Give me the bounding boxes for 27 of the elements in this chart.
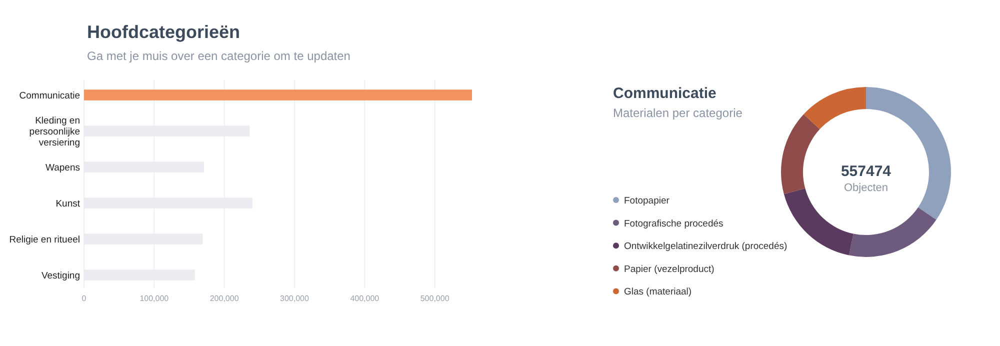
chart-subtitle: Ga met je muis over een categorie om te updaten bbox=[87, 49, 350, 63]
x-tick-label: 0 bbox=[82, 294, 87, 303]
legend-label: Ontwikkelgelatinezilverdruk (procedés) bbox=[624, 241, 788, 252]
donut-slice bbox=[781, 114, 820, 194]
y-tick-label: Kunst bbox=[56, 198, 80, 210]
x-tick-label: 100,000 bbox=[140, 294, 170, 303]
text: 557474 bbox=[840, 163, 892, 180]
y-tick-label: Kleding en persoonlijke versiering bbox=[29, 116, 80, 148]
text: Materialen per categorie bbox=[613, 106, 743, 120]
legend-label: Fotopapier bbox=[624, 196, 670, 206]
legend-label: Papier (vezelproduct) bbox=[624, 264, 714, 275]
y-tick-label: Communicatie bbox=[19, 90, 80, 102]
legend-label: Fotografische procedés bbox=[624, 218, 724, 230]
x-tick-label: 400,000 bbox=[350, 294, 380, 303]
y-tick-label: Vestiging bbox=[41, 270, 80, 282]
donut-slice bbox=[804, 87, 866, 130]
legend-label: Glas (materiaal) bbox=[624, 286, 692, 298]
text: Objecten bbox=[844, 182, 888, 194]
donut-slice bbox=[849, 207, 936, 257]
y-tick-label: Religie en ritueel bbox=[9, 234, 80, 246]
chart-title: Hoofdcategorieën bbox=[87, 22, 240, 42]
x-tick-label: 200,000 bbox=[210, 294, 240, 303]
x-tick-label: 500,000 bbox=[420, 294, 450, 303]
bar bbox=[84, 90, 472, 100]
y-tick-label: Wapens bbox=[46, 162, 80, 174]
x-tick-label: 300,000 bbox=[280, 294, 310, 303]
chart-title: Communicatie bbox=[613, 85, 716, 102]
